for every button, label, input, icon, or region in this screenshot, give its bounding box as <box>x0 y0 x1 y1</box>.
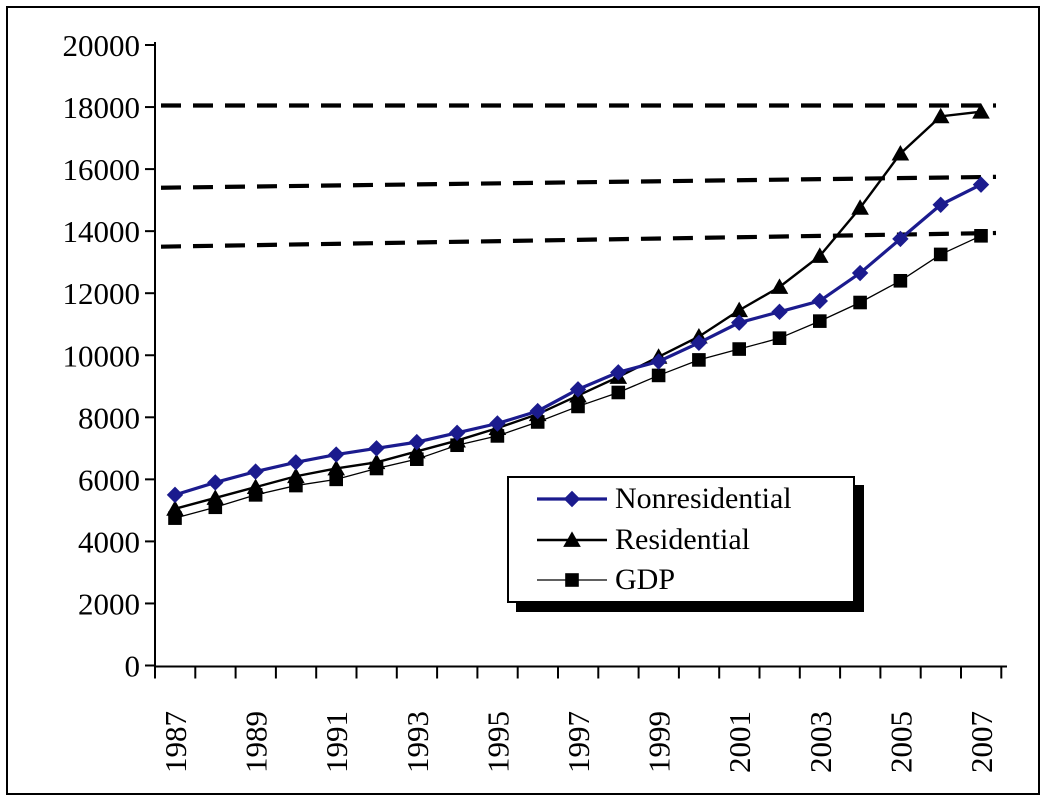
diamond-marker <box>610 364 627 381</box>
triangle-marker <box>851 199 869 215</box>
diamond-marker <box>207 474 224 491</box>
triangle-marker <box>408 442 426 459</box>
y-tick-label: 8000 <box>78 400 140 435</box>
diamond-marker <box>892 230 909 248</box>
x-tick-label: 2007 <box>964 711 999 773</box>
diamond-marker <box>771 303 788 321</box>
dashed-reference-line <box>160 174 997 190</box>
triangle-marker <box>246 478 265 495</box>
series-residential <box>166 103 990 516</box>
y-tick-label: 16000 <box>63 152 141 187</box>
square-marker <box>813 314 827 328</box>
square-marker <box>974 229 988 243</box>
y-tick-label: 12000 <box>63 276 141 311</box>
square-marker <box>732 342 746 356</box>
diamond-marker <box>650 353 667 370</box>
legend-label: GDP <box>615 562 676 596</box>
triangle-marker <box>770 278 789 294</box>
triangle-marker <box>811 247 829 263</box>
triangle-marker <box>931 107 950 124</box>
diamond-marker <box>731 314 748 331</box>
square-marker <box>329 472 343 487</box>
square-marker <box>692 353 706 367</box>
series-line <box>174 110 982 510</box>
triangle-marker <box>891 144 910 161</box>
x-tick-label: 2001 <box>722 711 757 773</box>
diamond-marker <box>408 433 425 451</box>
square-marker <box>772 331 787 345</box>
series-nonresidential <box>166 176 990 504</box>
diamond-marker <box>569 381 587 398</box>
gdp-line-square-icon <box>537 572 607 587</box>
diamond-marker <box>489 415 506 432</box>
x-tick-label: 1989 <box>239 711 274 773</box>
diamond-marker <box>690 334 708 352</box>
y-tick-label: 14000 <box>63 214 141 249</box>
square-marker <box>933 247 948 262</box>
residential-line-triangle-icon <box>537 530 607 547</box>
x-tick-label: 1991 <box>319 711 354 773</box>
legend-label: Nonresidential <box>615 482 792 516</box>
x-tick-label: 2003 <box>803 711 838 773</box>
square-marker <box>565 572 579 587</box>
y-tick-label: 18000 <box>63 90 141 125</box>
x-tick-label: 2005 <box>883 711 918 773</box>
triangle-marker <box>166 500 184 516</box>
diamond-marker <box>328 446 345 463</box>
legend-item-gdp: GDP <box>535 561 853 599</box>
square-marker <box>893 273 908 288</box>
diamond-marker <box>247 463 264 480</box>
triangle-marker <box>367 453 386 470</box>
nonresidential-line-diamond-icon <box>537 491 607 508</box>
square-marker <box>611 385 626 400</box>
diamond-marker <box>368 440 385 457</box>
legend-item-residential: Residential <box>535 521 853 559</box>
diamond-marker <box>851 264 869 282</box>
triangle-marker <box>972 103 990 119</box>
legend: Nonresidential Residential GDP <box>507 476 855 603</box>
y-tick-label: 20000 <box>63 28 141 63</box>
diamond-marker <box>529 402 546 420</box>
x-tick-label: 1993 <box>400 711 435 773</box>
x-tick-label: 1987 <box>158 711 193 773</box>
x-tick-label: 1995 <box>480 711 515 773</box>
figure-frame <box>6 6 1040 795</box>
triangle-marker <box>206 489 225 505</box>
diamond-marker <box>972 176 990 193</box>
square-marker <box>853 295 867 310</box>
y-tick-label: 4000 <box>78 524 140 559</box>
triangle-marker <box>287 467 305 484</box>
diamond-marker <box>932 196 949 213</box>
triangle-marker <box>327 459 345 476</box>
diamond-marker <box>448 424 466 442</box>
series-line <box>174 183 982 497</box>
diamond-marker <box>166 486 184 504</box>
triangle-marker <box>563 530 581 547</box>
diamond-marker <box>811 292 828 310</box>
y-tick-label: 6000 <box>78 462 140 497</box>
legend-label: Residential <box>615 522 750 556</box>
triangle-marker <box>730 301 748 318</box>
diamond-marker <box>287 454 305 471</box>
x-tick-label: 1999 <box>642 711 677 773</box>
legend-item-nonresidential: Nonresidential <box>535 480 853 518</box>
square-marker <box>571 399 585 414</box>
x-tick-label: 1997 <box>561 711 596 773</box>
square-marker <box>651 368 666 383</box>
y-tick-label: 2000 <box>78 586 140 621</box>
y-tick-label: 0 <box>125 649 141 684</box>
dashed-reference-line <box>160 230 997 249</box>
y-tick-label: 10000 <box>63 338 141 373</box>
diamond-marker <box>563 491 581 508</box>
